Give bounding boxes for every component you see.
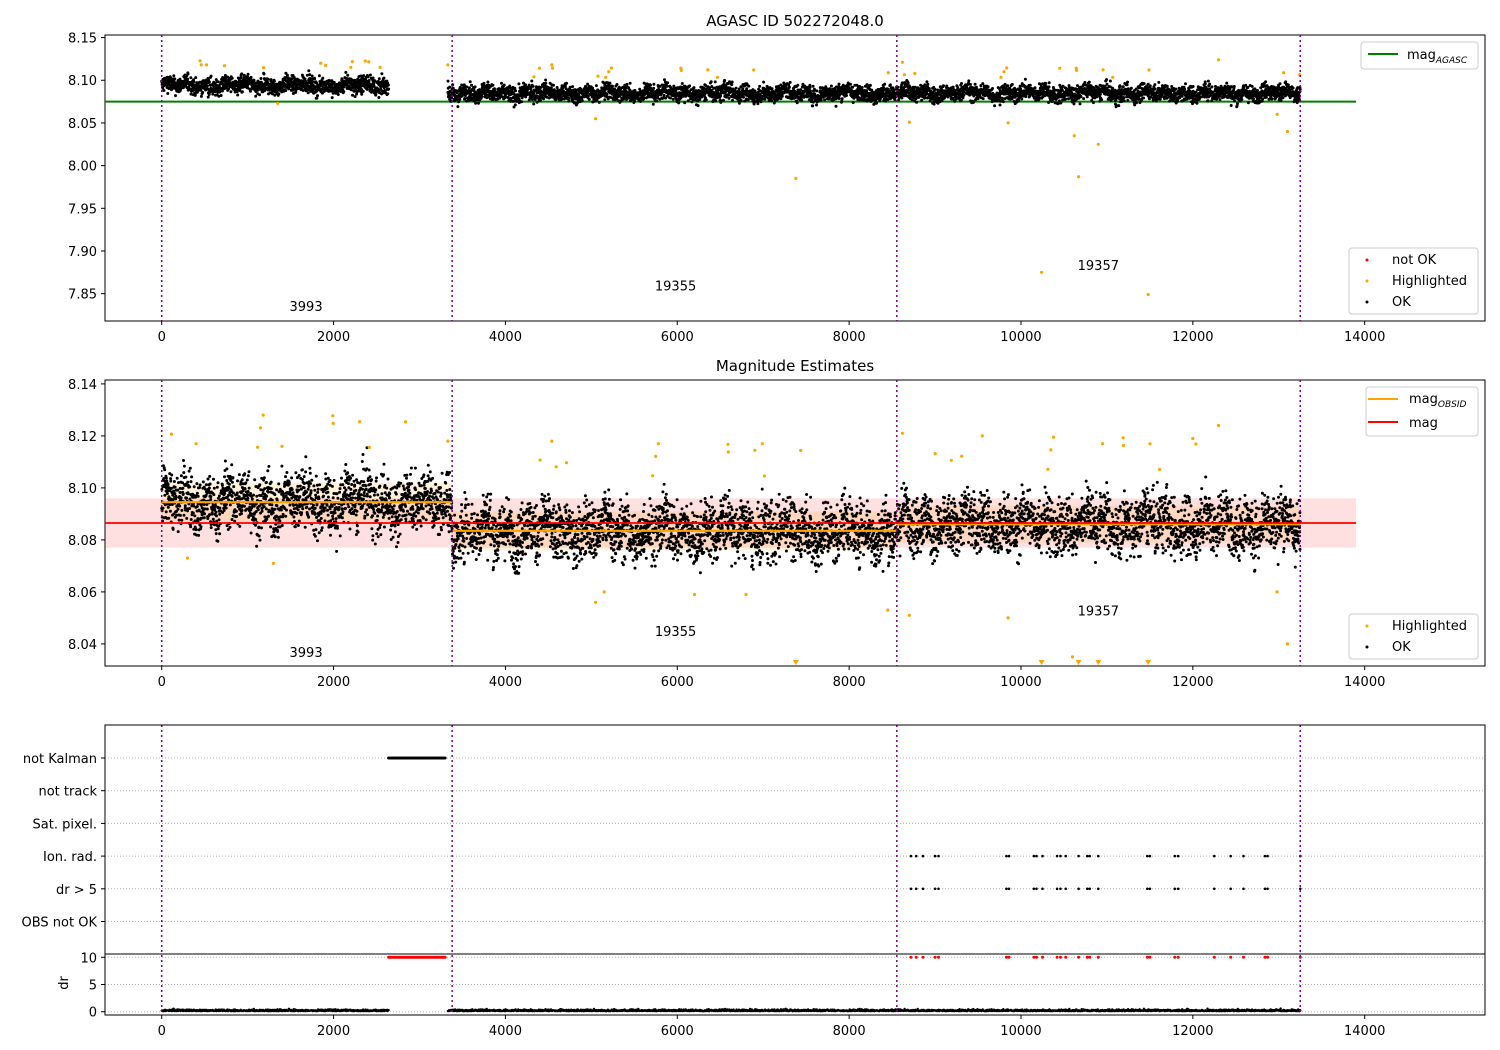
dr-ytick-label: 0	[89, 1006, 97, 1021]
legend-not-ok: not OK	[1392, 253, 1437, 268]
flags-plot-area: not Kalman not track Sat. pixel. Ion. rad. d…	[22, 724, 1486, 1039]
agasc-ytick-label: 8.00	[68, 160, 97, 175]
legend-highlighted-2: Highlighted	[1392, 619, 1467, 634]
agasc-status-legend: not OK Highlighted OK	[1348, 247, 1479, 315]
agasc-ytick-label: 7.95	[68, 202, 97, 217]
agasc-xtick-label: 10000	[1000, 330, 1041, 345]
magnitude-xtick-label: 14000	[1344, 675, 1385, 690]
agasc-xtick-label: 14000	[1344, 330, 1385, 345]
agasc-xtick-label: 8000	[833, 330, 866, 345]
magnitude-highlighted-points	[538, 442, 803, 478]
legend-mag-agasc-subscript: AGASC	[1435, 56, 1468, 66]
magnitude-panel-title: Magnitude Estimates	[716, 357, 874, 375]
magnitude-xtick-label: 12000	[1172, 675, 1213, 690]
legend-mag-obsid: mag	[1409, 392, 1438, 407]
legend-highlighted: Highlighted	[1392, 274, 1467, 289]
agasc-highlighted-points	[198, 59, 382, 70]
magnitude-obsid-label: 3993	[290, 646, 323, 661]
svg-text:magAGASC: magAGASC	[1407, 48, 1468, 66]
flag-row-label: dr > 5	[56, 883, 97, 898]
flags-xtick-label: 4000	[489, 1024, 522, 1039]
magnitude-xtick-label: 4000	[489, 675, 522, 690]
magnitude-highlighted-points	[933, 435, 1198, 472]
magnitude-ytick-label: 8.10	[68, 482, 97, 497]
clipped-marker	[1038, 660, 1045, 665]
agasc-ytick-label: 8.05	[68, 117, 97, 132]
legend-ok: OK	[1392, 295, 1411, 310]
magnitude-ytick-label: 8.12	[68, 430, 97, 445]
flag-row-label: OBS not OK	[22, 916, 98, 931]
magnitude-ok-points	[160, 446, 454, 553]
flag-row-label: not track	[38, 785, 97, 800]
flag-row-label: Ion. rad.	[43, 850, 97, 865]
magnitude-xtick-label: 2000	[317, 675, 350, 690]
agasc-legend: magAGASC	[1360, 41, 1479, 70]
magnitude-xtick-label: 0	[158, 675, 166, 690]
magnitude-ytick-label: 8.06	[68, 586, 97, 601]
legend-ok-2: OK	[1392, 640, 1411, 655]
agasc-highlighted-points	[532, 66, 1302, 79]
agasc-panel-title: AGASC ID 502272048.0	[706, 12, 884, 30]
dr-ytick-label: 5	[89, 979, 97, 994]
flag-row-label: not Kalman	[23, 752, 97, 767]
agasc-plot-area: 3993 19355 19357 0 2000 4000 6000 8000 10000 1200…	[68, 32, 1486, 345]
axes-frame	[104, 34, 1486, 322]
magnitude-xtick-label: 6000	[661, 675, 694, 690]
agasc-xtick-label: 2000	[317, 330, 350, 345]
magnitude-outlier-points	[185, 423, 1289, 659]
magnitude-obsid-label: 19355	[655, 625, 696, 640]
agasc-panel: AGASC ID 502272048.0 3993 19355 19357 0 2000…	[68, 12, 1486, 345]
legend-mag-agasc: mag	[1407, 48, 1436, 63]
magnitude-plot-area: 3993 19355 19357 0 2000 4000 6000 8000 10000 1200…	[68, 378, 1486, 690]
legend-mag: mag	[1409, 416, 1438, 431]
flags-xtick-label: 14000	[1344, 1024, 1385, 1039]
agasc-xtick-label: 0	[158, 330, 166, 345]
magnitude-panel: Magnitude Estimates 3993 19355 19357 0 2000 4…	[68, 357, 1486, 690]
dr-ytick-label: 10	[80, 951, 97, 966]
agasc-obsid-label: 3993	[290, 300, 323, 315]
magnitude-highlighted-points	[169, 413, 408, 449]
magnitude-status-legend: Highlighted OK	[1348, 613, 1479, 660]
magnitude-xtick-label: 10000	[1000, 675, 1041, 690]
clipped-marker	[1075, 660, 1082, 665]
flags-xtick-label: 10000	[1000, 1024, 1041, 1039]
legend-mag-obsid-subscript: OBSID	[1438, 400, 1467, 410]
agasc-xtick-label: 12000	[1172, 330, 1213, 345]
flags-panel: not Kalman not track Sat. pixel. Ion. rad. d…	[22, 724, 1486, 1039]
dr-axis-label: dr	[57, 976, 72, 990]
clipped-marker	[1095, 660, 1102, 665]
magnitude-ytick-label: 8.04	[68, 638, 97, 653]
clipped-marker	[792, 660, 799, 665]
agasc-xtick-label: 6000	[661, 330, 694, 345]
agasc-ytick-label: 7.85	[68, 288, 97, 303]
agasc-ok-points	[446, 77, 1302, 109]
agasc-xtick-label: 4000	[489, 330, 522, 345]
magnitude-ytick-label: 8.14	[68, 378, 97, 393]
agasc-outlier-points	[276, 58, 1289, 297]
agasc-ytick-label: 7.90	[68, 245, 97, 260]
magnitude-xtick-label: 8000	[833, 675, 866, 690]
flags-xtick-label: 0	[158, 1024, 166, 1039]
magnitude-legend: magOBSID mag	[1365, 386, 1479, 437]
flag-row-label: Sat. pixel.	[33, 817, 97, 832]
agasc-obsid-label: 19357	[1078, 259, 1119, 274]
flags-xtick-label: 8000	[833, 1024, 866, 1039]
magnitude-obsid-label: 19357	[1078, 604, 1119, 619]
flags-xtick-label: 2000	[317, 1024, 350, 1039]
svg-text:magOBSID: magOBSID	[1409, 392, 1467, 410]
magnitude-ytick-label: 8.08	[68, 534, 97, 549]
agasc-ytick-label: 8.15	[68, 32, 97, 47]
flags-xtick-label: 12000	[1172, 1024, 1213, 1039]
clipped-marker	[1145, 660, 1152, 665]
flags-xtick-label: 6000	[661, 1024, 694, 1039]
flags-frame	[104, 724, 1486, 1016]
agasc-ytick-label: 8.10	[68, 74, 97, 89]
agasc-obsid-label: 19355	[655, 279, 696, 294]
